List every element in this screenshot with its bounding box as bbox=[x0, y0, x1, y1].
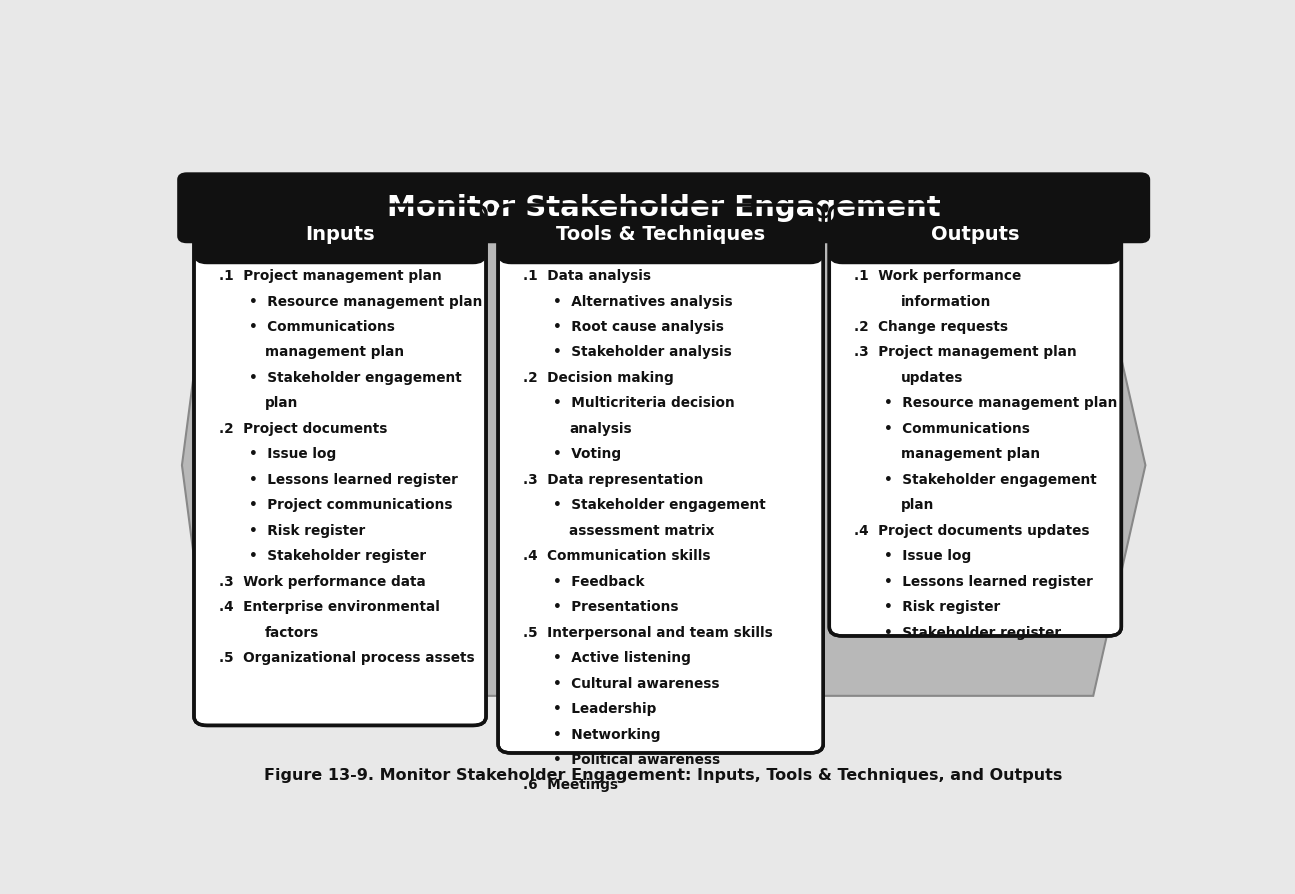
Text: analysis: analysis bbox=[570, 422, 632, 436]
Text: Monitor Stakeholder Engagement: Monitor Stakeholder Engagement bbox=[387, 194, 940, 222]
FancyBboxPatch shape bbox=[499, 195, 824, 265]
Bar bbox=[512, 234, 811, 256]
Text: •  Stakeholder engagement: • Stakeholder engagement bbox=[553, 498, 767, 512]
Text: .4  Enterprise environmental: .4 Enterprise environmental bbox=[219, 600, 440, 614]
Text: •  Resource management plan: • Resource management plan bbox=[249, 294, 483, 308]
Text: .2  Project documents: .2 Project documents bbox=[219, 422, 387, 436]
Text: Inputs: Inputs bbox=[306, 225, 374, 244]
Bar bbox=[207, 234, 473, 256]
Text: •  Risk register: • Risk register bbox=[884, 600, 1001, 614]
Text: .2  Decision making: .2 Decision making bbox=[523, 371, 673, 385]
FancyBboxPatch shape bbox=[829, 205, 1121, 636]
FancyBboxPatch shape bbox=[829, 195, 1121, 265]
Text: •  Stakeholder engagement: • Stakeholder engagement bbox=[249, 371, 462, 385]
Text: •  Issue log: • Issue log bbox=[249, 447, 337, 461]
Text: information: information bbox=[900, 294, 991, 308]
Text: Tools & Techniques: Tools & Techniques bbox=[556, 225, 765, 244]
Text: .5  Interpersonal and team skills: .5 Interpersonal and team skills bbox=[523, 626, 773, 639]
Text: management plan: management plan bbox=[265, 345, 404, 359]
Text: •  Presentations: • Presentations bbox=[553, 600, 679, 614]
Text: plan: plan bbox=[265, 396, 299, 410]
Text: •  Root cause analysis: • Root cause analysis bbox=[553, 320, 724, 334]
FancyBboxPatch shape bbox=[179, 174, 1149, 241]
Text: •  Stakeholder analysis: • Stakeholder analysis bbox=[553, 345, 732, 359]
Text: •  Stakeholder register: • Stakeholder register bbox=[249, 549, 426, 563]
Text: •  Multicriteria decision: • Multicriteria decision bbox=[553, 396, 736, 410]
Text: Figure 13-9. Monitor Stakeholder Engagement: Inputs, Tools & Techniques, and Out: Figure 13-9. Monitor Stakeholder Engagem… bbox=[264, 768, 1063, 782]
Text: assessment matrix: assessment matrix bbox=[570, 524, 715, 538]
Text: •  Resource management plan: • Resource management plan bbox=[884, 396, 1118, 410]
Text: updates: updates bbox=[900, 371, 963, 385]
Text: plan: plan bbox=[900, 498, 934, 512]
Text: •  Alternatives analysis: • Alternatives analysis bbox=[553, 294, 733, 308]
Text: •  Lessons learned register: • Lessons learned register bbox=[249, 473, 458, 487]
Text: .1  Data analysis: .1 Data analysis bbox=[523, 269, 651, 283]
Text: •  Stakeholder register: • Stakeholder register bbox=[884, 626, 1062, 639]
FancyBboxPatch shape bbox=[194, 205, 486, 725]
Text: •  Voting: • Voting bbox=[553, 447, 622, 461]
Text: management plan: management plan bbox=[900, 447, 1040, 461]
Text: .4  Project documents updates: .4 Project documents updates bbox=[855, 524, 1090, 538]
Text: •  Lessons learned register: • Lessons learned register bbox=[884, 575, 1093, 588]
Text: .4  Communication skills: .4 Communication skills bbox=[523, 549, 711, 563]
Text: .3  Project management plan: .3 Project management plan bbox=[855, 345, 1077, 359]
Text: .6  Meetings: .6 Meetings bbox=[523, 779, 618, 792]
Text: Outputs: Outputs bbox=[931, 225, 1019, 244]
Text: •  Political awareness: • Political awareness bbox=[553, 753, 720, 767]
Text: •  Networking: • Networking bbox=[553, 728, 660, 741]
Text: .5  Organizational process assets: .5 Organizational process assets bbox=[219, 651, 475, 665]
Text: factors: factors bbox=[265, 626, 320, 639]
Text: •  Active listening: • Active listening bbox=[553, 651, 692, 665]
Text: •  Stakeholder engagement: • Stakeholder engagement bbox=[884, 473, 1097, 487]
FancyBboxPatch shape bbox=[194, 195, 486, 265]
Text: .1  Work performance: .1 Work performance bbox=[855, 269, 1022, 283]
Text: •  Communications: • Communications bbox=[249, 320, 395, 334]
Text: .3  Data representation: .3 Data representation bbox=[523, 473, 703, 487]
Text: .2  Change requests: .2 Change requests bbox=[855, 320, 1009, 334]
Text: .3  Work performance data: .3 Work performance data bbox=[219, 575, 426, 588]
Text: •  Risk register: • Risk register bbox=[249, 524, 365, 538]
Polygon shape bbox=[181, 234, 1145, 696]
Text: •  Leadership: • Leadership bbox=[553, 702, 657, 716]
Text: •  Issue log: • Issue log bbox=[884, 549, 971, 563]
Text: •  Project communications: • Project communications bbox=[249, 498, 453, 512]
Text: •  Cultural awareness: • Cultural awareness bbox=[553, 677, 720, 690]
Text: •  Communications: • Communications bbox=[884, 422, 1031, 436]
Bar bbox=[842, 234, 1109, 256]
FancyBboxPatch shape bbox=[499, 205, 824, 753]
Text: .1  Project management plan: .1 Project management plan bbox=[219, 269, 442, 283]
Text: •  Feedback: • Feedback bbox=[553, 575, 645, 588]
